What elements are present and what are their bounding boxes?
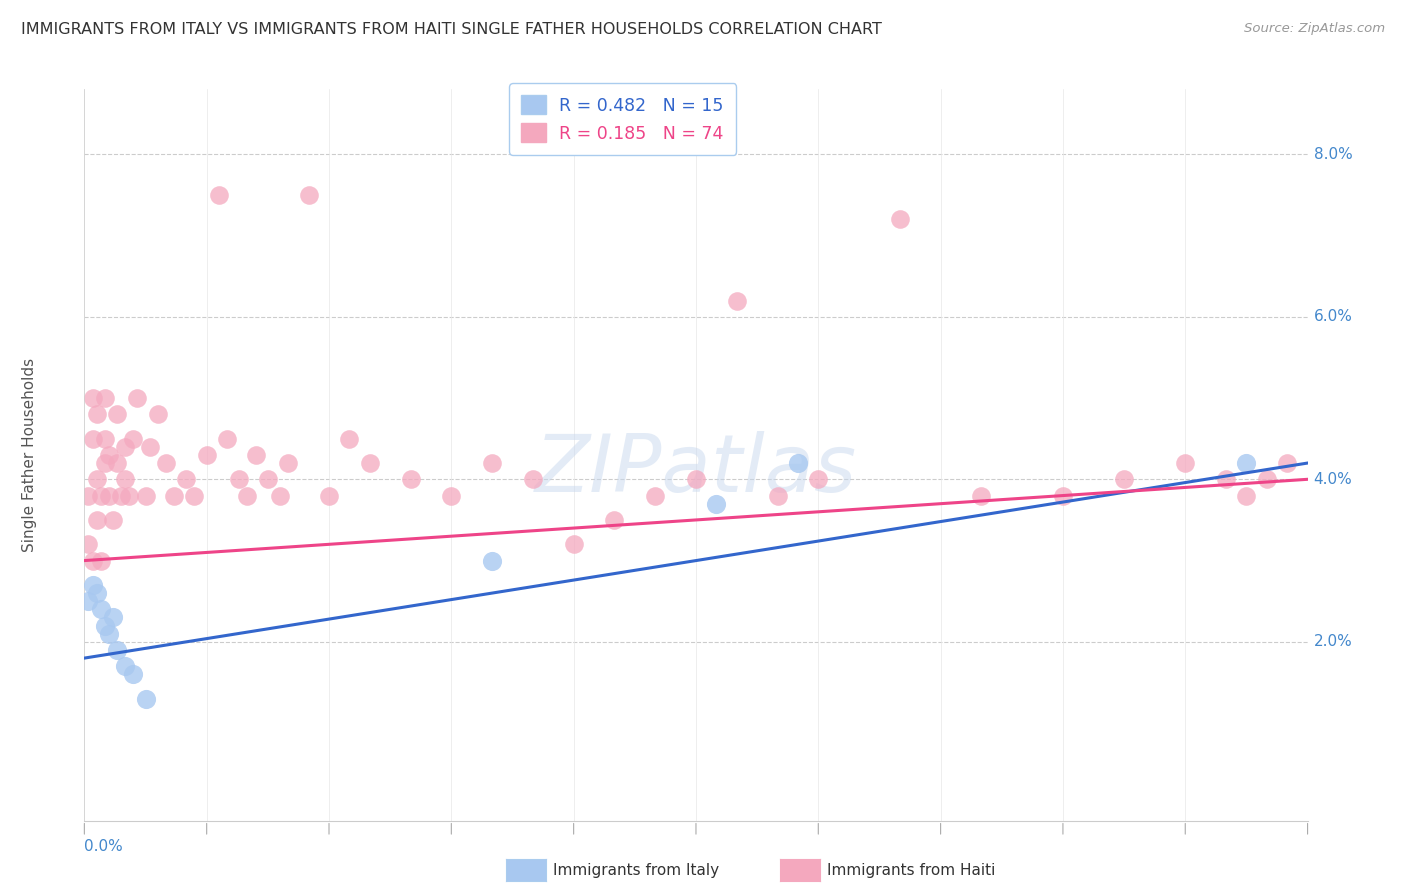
Text: ZIPatlas: ZIPatlas xyxy=(534,431,858,508)
Point xyxy=(399,472,422,486)
Point xyxy=(97,448,120,462)
Point xyxy=(1277,456,1299,470)
Point xyxy=(522,472,544,486)
Point xyxy=(1236,456,1258,470)
Point xyxy=(86,513,108,527)
Point xyxy=(105,643,128,657)
Point xyxy=(228,472,250,486)
Text: 4.0%: 4.0% xyxy=(1313,472,1353,487)
Point xyxy=(217,432,239,446)
Point xyxy=(127,391,149,405)
Point xyxy=(90,489,112,503)
Point xyxy=(257,472,280,486)
Point xyxy=(101,610,124,624)
Point xyxy=(82,391,104,405)
Point xyxy=(269,489,291,503)
Point xyxy=(1256,472,1278,486)
Point xyxy=(86,472,108,486)
Text: Immigrants from Haiti: Immigrants from Haiti xyxy=(827,863,995,878)
Text: 6.0%: 6.0% xyxy=(1313,310,1353,325)
Point xyxy=(359,456,381,470)
Point xyxy=(114,472,136,486)
Point xyxy=(93,432,115,446)
Point xyxy=(174,472,197,486)
Text: 8.0%: 8.0% xyxy=(1313,146,1353,161)
Point xyxy=(77,537,100,551)
Text: Source: ZipAtlas.com: Source: ZipAtlas.com xyxy=(1244,22,1385,36)
Point xyxy=(146,407,169,421)
Point xyxy=(122,667,145,681)
Point xyxy=(440,489,463,503)
Point xyxy=(725,293,748,308)
Point xyxy=(644,489,666,503)
Point xyxy=(277,456,299,470)
Point xyxy=(155,456,177,470)
Point xyxy=(86,407,108,421)
Point xyxy=(1114,472,1136,486)
Point xyxy=(93,618,115,632)
Point xyxy=(135,691,157,706)
Point xyxy=(101,513,124,527)
Point xyxy=(339,432,361,446)
Text: Immigrants from Italy: Immigrants from Italy xyxy=(553,863,718,878)
Point xyxy=(481,456,503,470)
Point xyxy=(114,440,136,454)
Point xyxy=(90,553,112,567)
Point xyxy=(105,407,128,421)
Point xyxy=(245,448,267,462)
Point xyxy=(298,187,321,202)
Point xyxy=(603,513,626,527)
Text: Single Father Households: Single Father Households xyxy=(22,358,37,552)
Point xyxy=(138,440,160,454)
Point xyxy=(93,391,115,405)
Point xyxy=(706,497,728,511)
Point xyxy=(82,578,104,592)
Point xyxy=(82,432,104,446)
Point xyxy=(787,456,810,470)
Point xyxy=(807,472,830,486)
Point xyxy=(1174,456,1197,470)
Point xyxy=(114,659,136,673)
Point xyxy=(90,602,112,616)
Point xyxy=(97,489,120,503)
Point xyxy=(135,489,157,503)
Point xyxy=(195,448,218,462)
Point xyxy=(122,432,145,446)
Point xyxy=(86,586,108,600)
Point xyxy=(183,489,205,503)
Point xyxy=(77,489,100,503)
Legend: R = 0.482   N = 15, R = 0.185   N = 74: R = 0.482 N = 15, R = 0.185 N = 74 xyxy=(509,83,735,155)
Text: 2.0%: 2.0% xyxy=(1313,634,1353,649)
Point xyxy=(208,187,231,202)
Point xyxy=(766,489,789,503)
Point xyxy=(118,489,141,503)
Point xyxy=(685,472,707,486)
Point xyxy=(77,594,100,608)
Point xyxy=(97,626,120,640)
Point xyxy=(1236,489,1258,503)
Point xyxy=(318,489,340,503)
Point xyxy=(1215,472,1237,486)
Point xyxy=(82,553,104,567)
Point xyxy=(163,489,186,503)
Point xyxy=(889,212,911,227)
Point xyxy=(110,489,132,503)
Point xyxy=(562,537,585,551)
Point xyxy=(970,489,993,503)
Text: IMMIGRANTS FROM ITALY VS IMMIGRANTS FROM HAITI SINGLE FATHER HOUSEHOLDS CORRELAT: IMMIGRANTS FROM ITALY VS IMMIGRANTS FROM… xyxy=(21,22,882,37)
Point xyxy=(481,553,503,567)
Point xyxy=(1052,489,1074,503)
Point xyxy=(105,456,128,470)
Point xyxy=(236,489,259,503)
Text: 0.0%: 0.0% xyxy=(84,838,124,854)
Point xyxy=(93,456,115,470)
